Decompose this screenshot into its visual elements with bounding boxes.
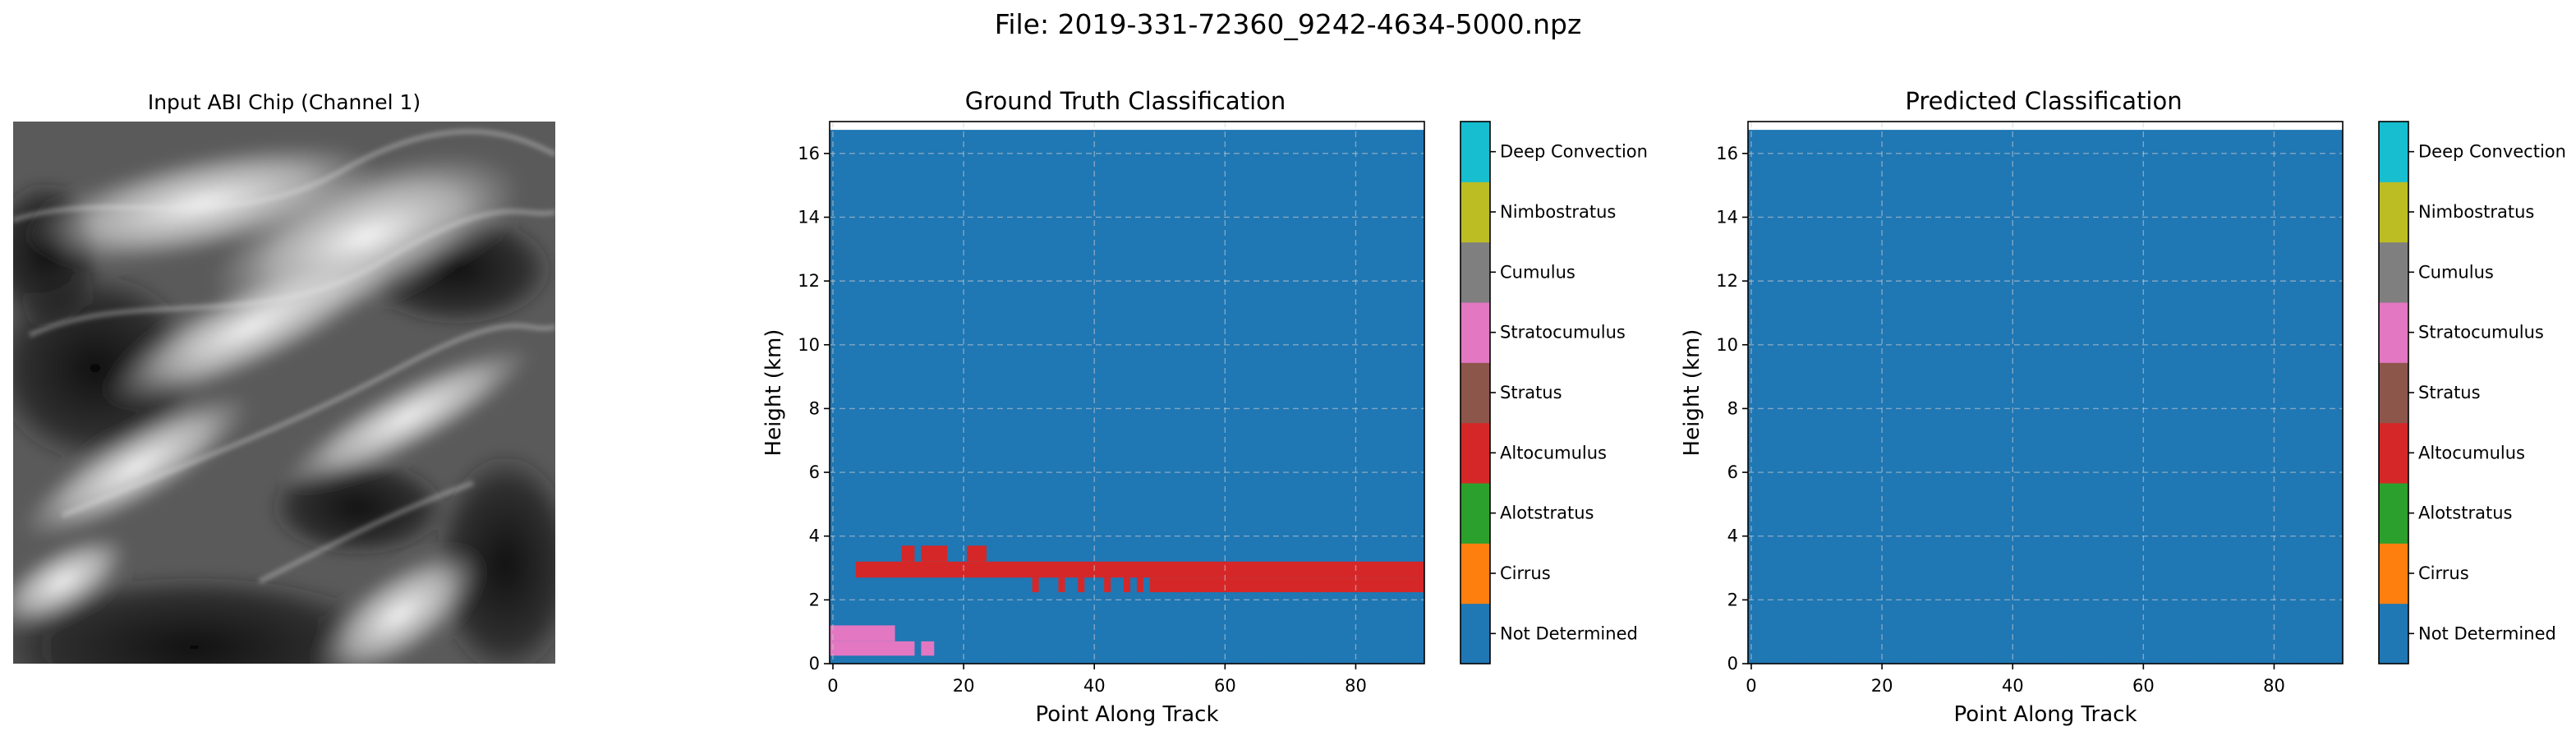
pred-colorbar-label: Alotstratus (2418, 503, 2512, 523)
gt-xlabel: Point Along Track (1035, 702, 1218, 727)
pred-colorbar-swatch (2379, 543, 2408, 605)
gt-cell-region-10 (1136, 577, 1143, 593)
gt-ytick-label: 10 (798, 335, 820, 355)
gt-colorbar-label: Alotstratus (1500, 503, 1594, 523)
gt-colorbar-swatch (1460, 603, 1490, 664)
gt-xtick-label: 80 (1345, 676, 1367, 696)
gt-colorbar-swatch (1460, 543, 1490, 605)
gt-ytick-label: 4 (809, 526, 820, 546)
pred-ytick-label: 4 (1727, 526, 1738, 546)
gt-cell-region-6 (1058, 577, 1065, 593)
gt-title: Ground Truth Classification (964, 87, 1286, 115)
gt-cell-region-13 (921, 641, 935, 656)
pred-colorbar-label: Deep Convection (2418, 142, 2566, 162)
pred-xtick-label: 0 (1746, 676, 1756, 696)
gt-cell-region-11 (830, 625, 895, 641)
gt-cell-region-8 (1104, 577, 1111, 593)
pred-colorbar-swatch (2379, 483, 2408, 544)
gt-ytick-label: 12 (798, 271, 820, 291)
gt-colorbar-swatch (1460, 422, 1490, 484)
pred-title: Predicted Classification (1905, 87, 2183, 115)
gt-xtick-label: 60 (1214, 676, 1236, 696)
pred-background-cells (1748, 130, 2343, 664)
gt-ytick-label: 2 (809, 590, 820, 609)
pred-colorbar-swatch (2379, 603, 2408, 664)
gt-colorbar-label: Deep Convection (1500, 142, 1648, 162)
gt-axes-frame (829, 121, 1425, 664)
gt-colorbar-label: Nimbostratus (1500, 202, 1616, 222)
image-panel-title: Input ABI Chip (Channel 1) (147, 90, 421, 114)
pred-colorbar-frame (2378, 121, 2409, 664)
gt-cell-region-9 (1124, 577, 1130, 593)
pred-xtick-label: 60 (2132, 676, 2155, 696)
gt-xtick-label: 0 (827, 676, 838, 696)
pred-ylabel: Height (km) (1680, 329, 1704, 457)
gt-cell-region-4 (967, 545, 987, 562)
gt-xtick-label: 40 (1083, 676, 1106, 696)
pred-colorbar-label: Cirrus (2418, 563, 2469, 583)
gt-ytick-label: 0 (809, 654, 820, 674)
pred-ytick-label: 12 (1716, 271, 1738, 291)
gt-ytick-label: 6 (809, 462, 820, 482)
pred-ytick-label: 8 (1727, 398, 1738, 418)
gt-ytick-label: 14 (798, 207, 820, 227)
pred-colorbar-label: Nimbostratus (2418, 202, 2534, 222)
gt-colorbar-swatch (1460, 182, 1490, 243)
gt-colorbar-swatch (1460, 122, 1490, 182)
gt-ytick-label: 8 (809, 398, 820, 418)
gt-cell-region-1 (1149, 577, 1424, 593)
gt-colorbar-swatch (1460, 302, 1490, 363)
gt-colorbar-label: Stratus (1500, 383, 1562, 402)
gt-cell-region-0 (855, 561, 1424, 578)
gt-cell-region-7 (1078, 577, 1085, 593)
gt-cell-region-3 (921, 545, 948, 562)
gt-colorbar-swatch (1460, 241, 1490, 303)
gt-colorbar-label: Cumulus (1500, 262, 1576, 282)
gt-colorbar-label: Altocumulus (1500, 443, 1607, 462)
pred-colorbar-swatch (2379, 241, 2408, 303)
gt-colorbar-label: Cirrus (1500, 563, 1551, 583)
pred-colorbar-swatch (2379, 182, 2408, 243)
pred-colorbar-label: Stratocumulus (2418, 323, 2544, 343)
pred-colorbar-swatch (2379, 362, 2408, 424)
pred-colorbar-label: Cumulus (2418, 262, 2494, 282)
gt-colorbar-swatch (1460, 483, 1490, 544)
gt-colorbar-label: Stratocumulus (1500, 323, 1626, 343)
pred-ytick-label: 0 (1727, 654, 1738, 674)
pred-xtick-label: 20 (1871, 676, 1893, 696)
pred-xlabel: Point Along Track (1953, 702, 2137, 727)
pred-xtick-label: 80 (2263, 676, 2285, 696)
pred-colorbar-swatch (2379, 122, 2408, 182)
figure-title: File: 2019-331-72360_9242-4634-5000.npz (994, 8, 1582, 40)
pred-colorbar-label: Not Determined (2418, 623, 2556, 643)
gt-xtick-label: 20 (953, 676, 975, 696)
gt-cell-region-2 (901, 545, 915, 562)
pred-ytick-label: 6 (1727, 462, 1738, 482)
pred-ytick-label: 2 (1727, 590, 1738, 609)
abi-satellite-image (13, 122, 555, 664)
gt-cell-region-12 (830, 641, 915, 656)
pred-colorbar-label: Altocumulus (2418, 443, 2525, 462)
pred-axes-frame (1747, 121, 2344, 664)
gt-colorbar-label: Not Determined (1500, 623, 1638, 643)
gt-cell-region-5 (1032, 577, 1039, 593)
gt-colorbar-swatch (1460, 362, 1490, 424)
pred-colorbar-swatch (2379, 422, 2408, 484)
gt-ytick-label: 16 (798, 144, 820, 163)
pred-xtick-label: 40 (2002, 676, 2024, 696)
pred-ytick-label: 14 (1716, 207, 1738, 227)
gt-ylabel: Height (km) (761, 329, 786, 457)
pred-colorbar-label: Stratus (2418, 383, 2481, 402)
gt-colorbar-frame (1460, 121, 1491, 664)
pred-ytick-label: 16 (1716, 144, 1738, 163)
pred-colorbar-swatch (2379, 302, 2408, 363)
pred-ytick-label: 10 (1716, 335, 1738, 355)
